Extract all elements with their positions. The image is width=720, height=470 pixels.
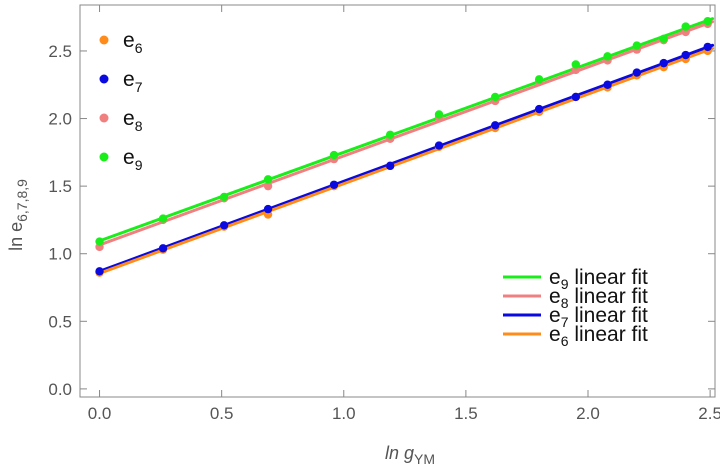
data-point-e9 <box>603 52 612 61</box>
data-point-e7 <box>385 161 395 171</box>
legend-label-e6: e6 <box>123 29 143 56</box>
data-point-e7 <box>95 267 104 276</box>
x-tick-label: 2.0 <box>576 404 600 423</box>
data-point-e7 <box>571 92 580 102</box>
legend-marker-e6 <box>99 35 109 45</box>
x-axis-label: ln gYM <box>385 443 435 467</box>
data-point-e9 <box>659 34 668 43</box>
data-point-e8 <box>263 181 273 191</box>
data-point-e9 <box>95 237 104 246</box>
legend-marker-e7 <box>99 74 109 84</box>
x-tick-label: 0.0 <box>88 404 112 423</box>
data-point-e9 <box>263 175 273 184</box>
x-tick-label: 0.5 <box>210 404 234 423</box>
legend-fit-label-e8: e8 linear fit <box>549 285 648 311</box>
y-tick-label: 0.5 <box>48 312 72 331</box>
data-point-e7 <box>681 50 690 60</box>
legend-fit-label-e9: e9 linear fit <box>549 266 648 292</box>
data-point-e7 <box>703 42 712 52</box>
y-tick-label: 0.0 <box>48 380 72 399</box>
data-point-e7 <box>603 80 612 89</box>
x-tick-label: 2.5 <box>698 404 720 423</box>
y-tick-label: 2.0 <box>48 110 72 129</box>
data-point-e9 <box>681 22 690 31</box>
legend-label-e8: e8 <box>123 107 143 134</box>
data-point-e7 <box>263 204 273 214</box>
legend-marker-e8 <box>99 113 109 123</box>
data-point-e9 <box>490 92 500 102</box>
plot-frame-border <box>79 4 716 398</box>
y-tick-label: 1.5 <box>48 177 72 196</box>
data-point-e7 <box>632 68 642 77</box>
data-point-e9 <box>385 130 395 139</box>
data-point-e7 <box>534 104 544 114</box>
legend-label-e9: e9 <box>123 146 143 173</box>
data-points <box>95 17 712 277</box>
y-axis-label: ln e6,7,8,9 <box>6 179 30 251</box>
fit-line-e8 <box>98 20 715 247</box>
y-tick-label: 2.5 <box>48 42 72 61</box>
data-point-e7 <box>659 58 668 68</box>
y-tick-label: 1.0 <box>48 245 72 264</box>
fit-line-e6 <box>98 46 715 275</box>
fit-line-e9 <box>98 17 715 243</box>
fit-lines <box>98 17 715 275</box>
legend-fit-label-e6: e6 linear fit <box>549 323 648 349</box>
data-point-e7 <box>219 221 229 230</box>
fit-line-e7 <box>98 43 715 273</box>
plot-frame <box>79 4 716 398</box>
axis-ticks: 0.0 0.5 1.0 1.5 2.0 2.5 0.0 0.5 1.0 1.5 2.0 2.5 <box>48 5 720 423</box>
data-point-e9 <box>219 192 229 202</box>
data-point-e9 <box>534 75 544 84</box>
data-point-e7 <box>490 121 500 130</box>
x-tick-label: 1.5 <box>454 404 478 423</box>
data-point-e7 <box>158 244 168 253</box>
data-point-e9 <box>703 17 712 26</box>
legend-label-e7: e7 <box>123 68 143 95</box>
data-point-e9 <box>434 110 444 119</box>
data-point-e9 <box>632 41 642 50</box>
legend-marker-e9 <box>99 152 109 162</box>
legend-fit-label-e7: e7 linear fit <box>549 304 648 330</box>
data-point-e9 <box>158 214 168 223</box>
data-point-e9 <box>571 60 580 69</box>
data-point-e7 <box>434 141 444 150</box>
data-point-e9 <box>329 150 339 160</box>
legend-points: e6 e7 e8 e9 <box>99 29 143 173</box>
x-tick-label: 1.0 <box>332 404 356 423</box>
data-point-e7 <box>329 180 339 189</box>
